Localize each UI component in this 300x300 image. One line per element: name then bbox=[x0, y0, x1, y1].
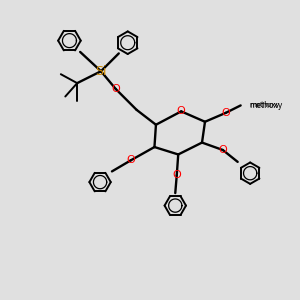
Text: methoxy: methoxy bbox=[250, 102, 280, 108]
Text: O: O bbox=[126, 155, 135, 165]
Text: O: O bbox=[218, 145, 227, 155]
Text: O: O bbox=[177, 106, 186, 116]
Text: O: O bbox=[111, 84, 120, 94]
Text: Si: Si bbox=[95, 65, 107, 78]
Text: O: O bbox=[172, 170, 181, 180]
Text: O: O bbox=[221, 108, 230, 118]
Text: methoxy: methoxy bbox=[249, 101, 282, 110]
